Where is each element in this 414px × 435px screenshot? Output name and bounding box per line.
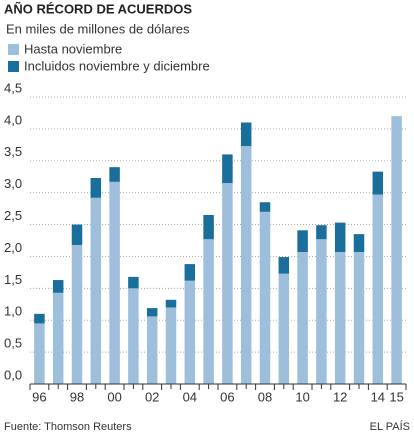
- bar-segment: [146, 308, 158, 317]
- bar-segment: [240, 122, 252, 147]
- x-tick-label: 12: [333, 389, 347, 404]
- bar-segment: [297, 230, 308, 252]
- y-tick-label: 0,5: [4, 336, 22, 351]
- bar-segment: [391, 116, 402, 384]
- bar-segment: [203, 239, 214, 384]
- bar-segment: [316, 225, 327, 240]
- bar-segment: [109, 167, 120, 182]
- bar-segment: [278, 257, 290, 274]
- y-tick-label: 1,0: [4, 304, 22, 319]
- bar-segment: [372, 171, 384, 195]
- x-tick-label: 10: [295, 389, 309, 404]
- x-tick-label: 02: [145, 389, 159, 404]
- bar-segment: [278, 273, 290, 384]
- legend-label: Hasta noviembre: [24, 41, 122, 56]
- bar-segment: [165, 299, 177, 308]
- chart-title: AÑO RÉCORD DE ACUERDOS: [4, 1, 192, 16]
- bar-segment: [184, 264, 196, 281]
- bar-segment: [222, 183, 233, 384]
- bar-segment: [52, 292, 64, 384]
- legend-swatch: [8, 61, 19, 72]
- y-tick-label: 2,5: [4, 208, 22, 223]
- y-tick-label: 3,0: [4, 176, 22, 191]
- y-tick-label: 0,0: [4, 367, 22, 382]
- y-tick-label: 4,0: [4, 112, 22, 127]
- x-tick-label: 96: [32, 389, 46, 404]
- x-tick-label: 14: [371, 389, 385, 404]
- bar-segment: [353, 251, 365, 384]
- bar-segment: [372, 194, 384, 384]
- x-tick-label: 98: [70, 389, 84, 404]
- y-tick-label: 1,5: [4, 272, 22, 287]
- x-tick-label: 00: [107, 389, 121, 404]
- x-tick-label: 06: [220, 389, 234, 404]
- bar-segment: [297, 251, 308, 384]
- bar-segment: [353, 234, 365, 252]
- bar-segment: [90, 197, 102, 384]
- y-tick-label: 4,5: [4, 80, 22, 95]
- y-tick-label: 2,0: [4, 240, 22, 255]
- bar-segment: [71, 244, 83, 384]
- bar-segment: [203, 214, 214, 240]
- bar-segment: [222, 154, 233, 184]
- legend-swatch: [8, 44, 19, 55]
- bar-segment: [184, 280, 196, 384]
- bar-segment: [128, 276, 139, 289]
- y-tick-label: 3,5: [4, 144, 22, 159]
- bar-segment: [146, 316, 158, 384]
- bar-segment: [52, 280, 64, 293]
- bar-segment: [34, 313, 45, 324]
- bar-segment: [334, 222, 346, 252]
- credit: EL PAÍS: [370, 420, 410, 433]
- bar-segment: [34, 323, 45, 384]
- bar-segment: [259, 211, 271, 384]
- chart-subtitle: En miles de millones de dólares: [6, 21, 190, 36]
- bar-segment: [240, 146, 252, 384]
- x-tick-label: 08: [258, 389, 272, 404]
- x-tick-label: 15: [389, 389, 403, 404]
- x-tick-label: 04: [183, 389, 197, 404]
- legend-label: Incluidos noviembre y diciembre: [24, 58, 210, 73]
- bar-segment: [71, 224, 83, 245]
- bar-segment: [109, 181, 120, 384]
- bar-segment: [165, 307, 177, 384]
- source: Fuente: Thomson Reuters: [4, 421, 132, 433]
- bar-segment: [128, 288, 139, 384]
- bar-segment: [90, 177, 102, 198]
- bar-segment: [316, 239, 327, 384]
- bar-segment: [259, 202, 271, 212]
- bar-segment: [334, 251, 346, 384]
